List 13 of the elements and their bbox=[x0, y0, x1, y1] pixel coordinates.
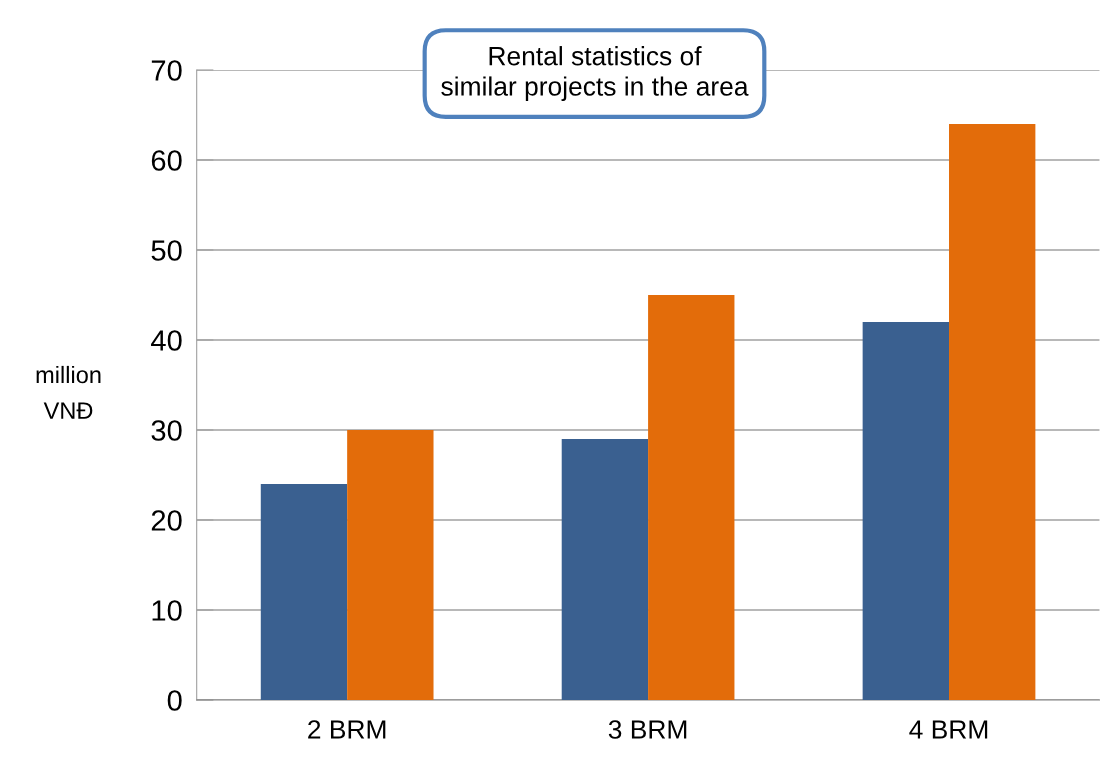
x-tick-label: 4 BRM bbox=[909, 720, 988, 739]
y-axis-title: million VNĐ bbox=[36, 365, 101, 419]
y-tick-label: 20 bbox=[151, 510, 182, 531]
x-tick-label: 2 BRM bbox=[308, 720, 386, 739]
y-tick-label: 40 bbox=[151, 330, 182, 351]
y-tick-label: 30 bbox=[151, 420, 182, 441]
x-tick-label: 3 BRM bbox=[608, 720, 687, 739]
y-tick-label: 60 bbox=[151, 150, 182, 171]
chart-title: Rental statistics of similar projects in the area bbox=[441, 46, 749, 101]
y-tick-label: 70 bbox=[151, 60, 182, 81]
y-tick-label: 50 bbox=[151, 240, 182, 261]
y-tick-label: 10 bbox=[152, 600, 182, 621]
y-tick-label: 0 bbox=[167, 690, 182, 711]
